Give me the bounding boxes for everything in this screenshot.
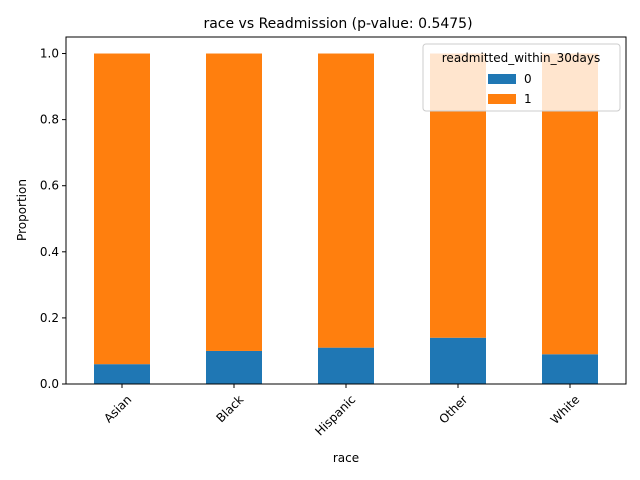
bar-other-series-0 (430, 337, 486, 384)
x-tick-label: White (548, 392, 583, 427)
y-tick-label: 1.0 (40, 47, 59, 61)
bar-asian-series-1 (94, 53, 150, 365)
x-tick-label: Other (436, 392, 470, 426)
y-tick-label: 0.2 (40, 311, 59, 325)
y-axis: 0.0 0.2 0.4 0.6 0.8 1.0 (40, 47, 66, 391)
bar-hispanic-series-0 (318, 347, 374, 384)
legend-frame (422, 43, 621, 112)
x-tick-label: Hispanic (312, 392, 358, 438)
y-tick-label: 0.8 (40, 113, 59, 127)
legend-label-1: 1 (524, 92, 532, 106)
x-tick-label: Asian (101, 392, 134, 425)
legend-title: readmitted_within_30days (442, 51, 600, 65)
legend-label-0: 0 (524, 72, 532, 86)
legend-swatch-1 (488, 94, 516, 104)
y-tick-label: 0.4 (40, 245, 59, 259)
y-axis-label: Proportion (15, 179, 29, 241)
y-tick-label: 0.6 (40, 179, 59, 193)
bar-black-series-1 (206, 53, 262, 351)
x-axis: Asian Black Hispanic Other White (101, 384, 582, 438)
chart-title: race vs Readmission (p-value: 0.5475) (203, 16, 472, 32)
bar-black-series-0 (206, 350, 262, 384)
bar-hispanic-series-1 (318, 53, 374, 348)
x-axis-label: race (333, 451, 359, 465)
y-tick-label: 0.0 (40, 377, 59, 391)
legend: readmitted_within_30days 01 (422, 43, 621, 112)
bar-white-series-0 (542, 354, 598, 384)
bar-asian-series-0 (94, 364, 150, 384)
x-tick-label: Black (213, 392, 246, 425)
legend-swatch-0 (488, 74, 516, 84)
legend-items: 01 (488, 72, 532, 106)
